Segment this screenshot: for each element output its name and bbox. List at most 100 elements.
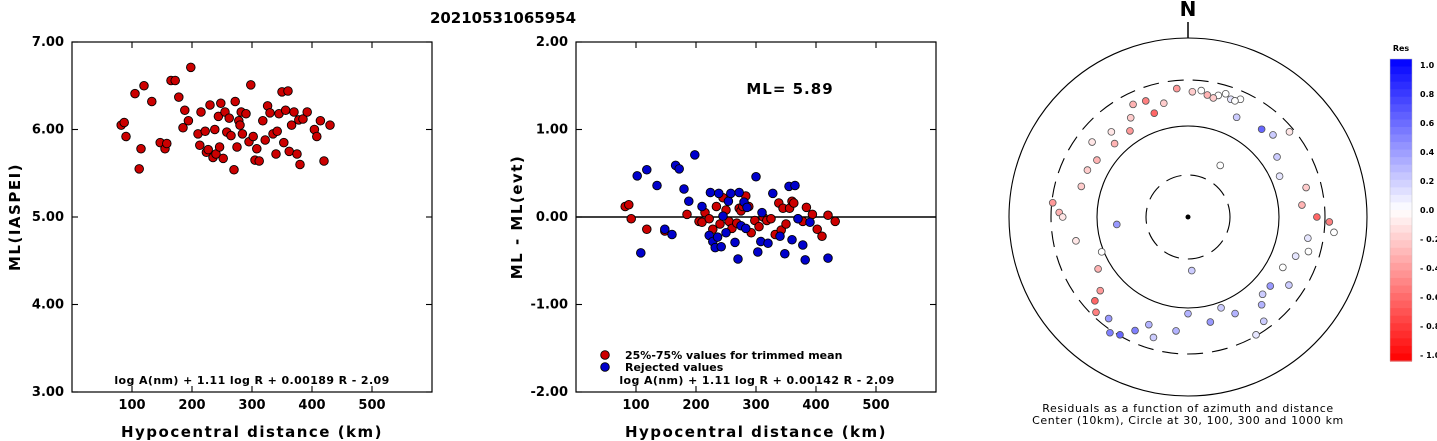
legend-marker-accepted — [600, 350, 610, 360]
caption-line-2: Center (10km), Circle at 30, 100, 300 an… — [1032, 414, 1344, 427]
station-point — [1126, 113, 1135, 122]
colorbar-label: 0.8 — [1420, 90, 1435, 99]
accepted-point — [766, 213, 776, 224]
rejected-point — [780, 248, 790, 259]
rejected-point — [798, 240, 808, 250]
station-point — [1313, 213, 1321, 221]
data-point — [230, 96, 240, 107]
panel-ml-residual: ML - ML(evt) Hypocentral distance (km) M… — [508, 35, 937, 441]
colorbar-cell — [1390, 330, 1412, 339]
x-tick-label: 100 — [622, 398, 649, 413]
station-point — [1184, 309, 1192, 318]
station-point — [1231, 97, 1239, 105]
colorbar-label: 0.2 — [1420, 177, 1434, 186]
rejected-point — [660, 224, 670, 234]
station-point — [1141, 97, 1150, 105]
y-tick-label: 0.00 — [536, 210, 568, 225]
station-point — [1107, 128, 1116, 136]
y-tick-label: -2.00 — [531, 385, 568, 400]
accepted-point — [754, 221, 764, 232]
accepted-point — [626, 213, 636, 224]
colorbar-cell — [1390, 81, 1412, 90]
station-point — [1221, 89, 1230, 98]
colorbar-cell — [1390, 111, 1412, 120]
station-point — [1269, 131, 1277, 139]
data-point — [205, 100, 215, 110]
ml-value: ML= 5.89 — [746, 80, 833, 98]
colorbar-cell — [1390, 104, 1412, 113]
rejected-point — [723, 196, 734, 206]
data-point — [180, 105, 190, 115]
data-point — [284, 146, 294, 157]
legend-label-rejected: Rejected values — [625, 361, 724, 374]
colorbar-label: - 0.4 — [1420, 264, 1437, 273]
accepted-point — [711, 201, 722, 212]
ticks: 3.00 4.00 5.00 6.00 7.00 100 200 300 400 500 — [32, 35, 432, 413]
accepted-point — [715, 219, 725, 229]
station-point — [1273, 153, 1281, 161]
rejected-point — [751, 171, 761, 182]
accepted-point — [624, 199, 634, 210]
figure-title: 20210531065954 — [430, 9, 576, 27]
data-point — [232, 142, 242, 152]
rejected-point — [753, 247, 763, 257]
rejected-point — [793, 213, 803, 224]
y-tick-label: 3.00 — [32, 385, 64, 400]
rejected-point — [800, 255, 810, 265]
station-point — [1206, 318, 1215, 326]
rejected-point — [763, 238, 773, 248]
colorbar-cell — [1390, 164, 1412, 173]
data-point — [246, 80, 256, 90]
y-tick-label: 2.00 — [536, 35, 568, 50]
station-point — [1097, 248, 1106, 256]
colorbar-cell — [1390, 89, 1412, 98]
y-tick-label: 5.00 — [32, 210, 64, 225]
station-point — [1077, 182, 1086, 191]
colorbar-cell — [1390, 149, 1412, 158]
station-point — [1093, 156, 1101, 164]
data-point — [292, 149, 302, 159]
station-point — [1094, 265, 1102, 273]
station-point — [1232, 113, 1241, 122]
data-point — [134, 164, 144, 174]
station-point — [1231, 309, 1239, 318]
data-point — [280, 105, 291, 115]
colorbar-cell — [1390, 157, 1412, 166]
formula-text: log A(nm) + 1.11 log R + 0.00189 R - 2.0… — [114, 374, 389, 387]
x-tick-label: 100 — [118, 398, 145, 413]
data-point — [139, 80, 149, 91]
rejected-point — [652, 180, 662, 191]
x-tick-label: 400 — [802, 398, 829, 413]
x-tick-label: 300 — [742, 398, 769, 413]
ticks: -2.00 -1.00 0.00 1.00 2.00 100 200 300 400 500 — [531, 35, 936, 413]
station-point — [1285, 128, 1294, 136]
x-tick-label: 200 — [178, 398, 205, 413]
colorbar-label: 1.0 — [1420, 61, 1435, 70]
data-point — [315, 115, 326, 126]
panel-azimuth-residuals: N Residuals as a function of azimuth and… — [1008, 0, 1368, 427]
station-point — [1258, 290, 1267, 299]
colorbar-cell — [1390, 262, 1412, 271]
rejected-point — [697, 201, 707, 212]
data-point — [254, 156, 264, 166]
data-point — [186, 62, 196, 73]
legend-marker-rejected — [600, 362, 610, 372]
colorbar-cell — [1390, 187, 1412, 196]
station-point — [1083, 166, 1092, 174]
rejected-point — [790, 180, 800, 191]
accepted-point — [642, 224, 652, 234]
colorbar-cell — [1390, 179, 1412, 188]
accepted-point — [682, 209, 692, 220]
station-point — [1302, 183, 1310, 192]
rejected-point — [734, 187, 744, 198]
circle-300km — [1050, 79, 1326, 355]
station-point — [1188, 87, 1197, 96]
data-point — [295, 159, 305, 170]
points — [620, 150, 840, 265]
station-point — [1252, 331, 1260, 339]
colorbar-cell — [1390, 270, 1412, 279]
station-point — [1149, 333, 1158, 342]
station-point — [1072, 237, 1080, 245]
panel-ml-iaspei: ML(IASPEI) Hypocentral distance (km) log… — [6, 35, 433, 441]
